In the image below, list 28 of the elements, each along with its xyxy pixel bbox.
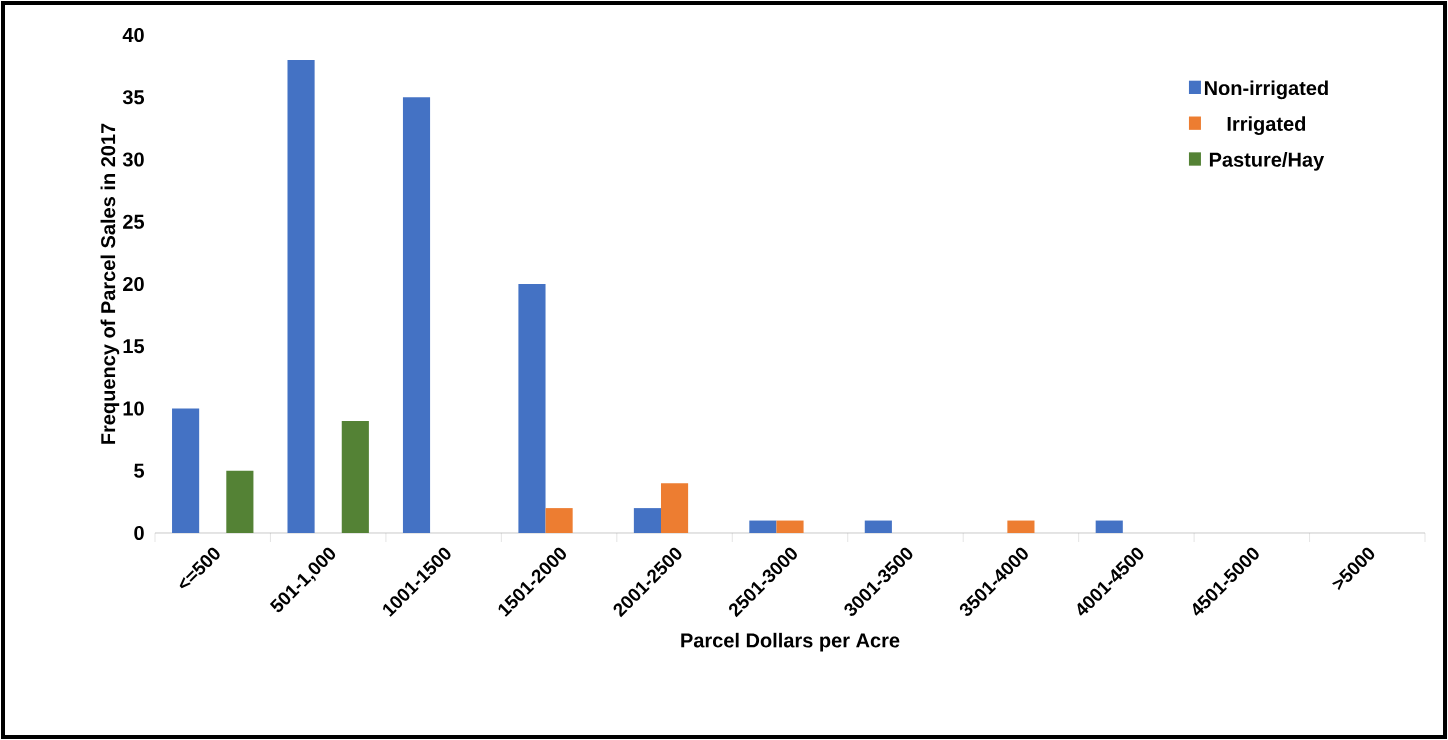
y-tick-label: 5 <box>134 463 145 478</box>
bar <box>518 284 546 533</box>
legend-label: Non-irrigated <box>1204 80 1328 100</box>
bar <box>749 520 777 533</box>
y-tick-label: 20 <box>123 276 144 292</box>
y-tick-label: 35 <box>122 90 145 105</box>
bar <box>226 470 254 533</box>
y-tick-label: 30 <box>122 152 144 167</box>
bar <box>402 97 431 533</box>
bar <box>660 483 689 533</box>
bar <box>172 408 200 533</box>
x-axis-title: Parcel Dollars per Acre <box>681 632 900 652</box>
y-tick-label: 10 <box>123 401 144 416</box>
y-axis-title: Frequency of Parcel Sales in 2017 <box>100 123 120 444</box>
bar <box>341 420 369 533</box>
y-tick-label: 0 <box>134 525 144 541</box>
y-tick-label: 15 <box>123 339 145 354</box>
bar <box>864 520 892 533</box>
y-tick-label: 25 <box>123 214 145 229</box>
bar <box>776 520 804 533</box>
legend-label: Irrigated <box>1227 116 1306 135</box>
bar <box>633 508 661 533</box>
y-tick-label: 40 <box>122 27 144 43</box>
bar <box>287 59 315 533</box>
bar <box>545 508 573 533</box>
bar <box>1095 520 1123 533</box>
legend-label: Pasture/Hay <box>1209 152 1325 171</box>
bar <box>1007 520 1035 533</box>
